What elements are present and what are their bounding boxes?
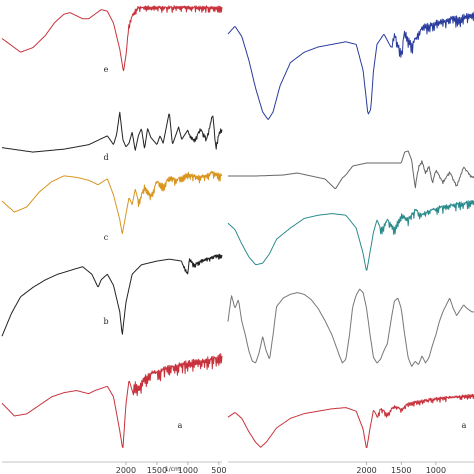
spectrum-trace-1-3 bbox=[227, 288, 474, 367]
x-tick-label: 1500 bbox=[391, 466, 411, 474]
x-tick-label: 1000 bbox=[178, 466, 198, 474]
trace-label: a bbox=[178, 421, 183, 430]
right-spectra-panel: a bbox=[227, 11, 474, 449]
trace-label: b bbox=[103, 317, 108, 326]
spectrum-trace-1-2 bbox=[227, 199, 474, 271]
spectrum-trace-1-0 bbox=[227, 11, 474, 120]
trace-label: e bbox=[104, 65, 109, 74]
spectrum-trace-1-1 bbox=[228, 150, 474, 190]
x-tick-label: 500 bbox=[211, 466, 226, 474]
left-spectra-panel: e d c b a bbox=[1, 5, 223, 449]
x-tick-label: 1000 bbox=[426, 466, 446, 474]
left-x-axis: 2000 1500 1000 500 1/cm bbox=[2, 461, 227, 474]
right-x-axis: 2000 1500 1000 bbox=[228, 461, 474, 474]
spectrum-trace-c-0-2 bbox=[1, 170, 223, 235]
trace-label: a bbox=[462, 421, 467, 430]
x-tick-label: 2000 bbox=[116, 466, 136, 474]
spectrum-trace-a-1-4 bbox=[227, 393, 474, 449]
x-tick-label: 2000 bbox=[356, 466, 376, 474]
trace-label: c bbox=[104, 233, 109, 242]
spectrum-trace-e-0-0 bbox=[1, 5, 223, 72]
spectrum-trace-b-0-3 bbox=[1, 253, 223, 337]
x-tick-label: 1500 bbox=[147, 466, 167, 474]
trace-label: d bbox=[103, 153, 108, 162]
spectrum-trace-d-0-1 bbox=[1, 111, 223, 153]
x-unit-label: 1/cm bbox=[165, 466, 180, 473]
spectrum-trace-a-0-4 bbox=[1, 353, 223, 449]
